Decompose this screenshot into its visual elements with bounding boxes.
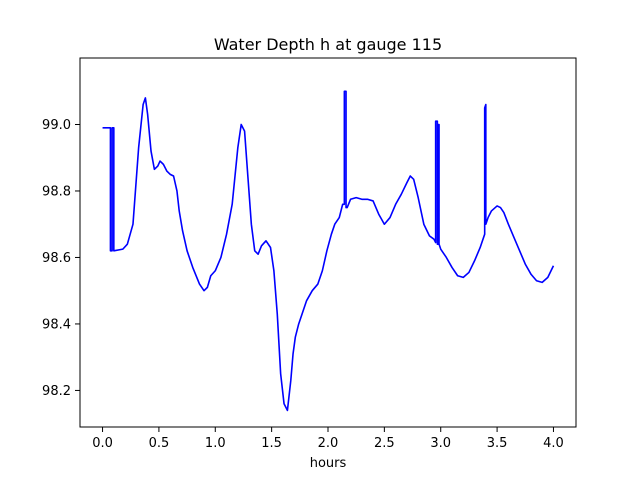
y-tick-label: 98.8 <box>42 184 71 199</box>
y-tick-label: 99.0 <box>42 118 71 133</box>
plot-area <box>102 90 555 412</box>
x-tick-label: 3.0 <box>430 436 451 451</box>
x-tick-label: 1.0 <box>205 436 226 451</box>
y-tick-label: 98.2 <box>42 384 71 399</box>
x-tick-label: 2.0 <box>318 436 339 451</box>
x-axis: 0.0 0.5 1.0 1.5 2.0 2.5 3.0 3.5 4.0 <box>92 427 564 451</box>
y-axis: 98.2 98.4 98.6 98.8 99.0 <box>42 118 80 399</box>
x-tick-label: 1.5 <box>261 436 282 451</box>
x-tick-label: 4.0 <box>543 436 564 451</box>
x-tick-label: 3.5 <box>487 436 508 451</box>
y-tick-label: 98.4 <box>42 317 71 332</box>
x-axis-label: hours <box>310 456 347 471</box>
chart-title: Water Depth h at gauge 115 <box>214 35 442 54</box>
x-tick-label: 2.5 <box>374 436 395 451</box>
series-line-water-depth <box>102 90 555 412</box>
y-tick-label: 98.6 <box>42 251 71 266</box>
x-tick-label: 0.0 <box>92 436 113 451</box>
x-tick-label: 0.5 <box>149 436 170 451</box>
